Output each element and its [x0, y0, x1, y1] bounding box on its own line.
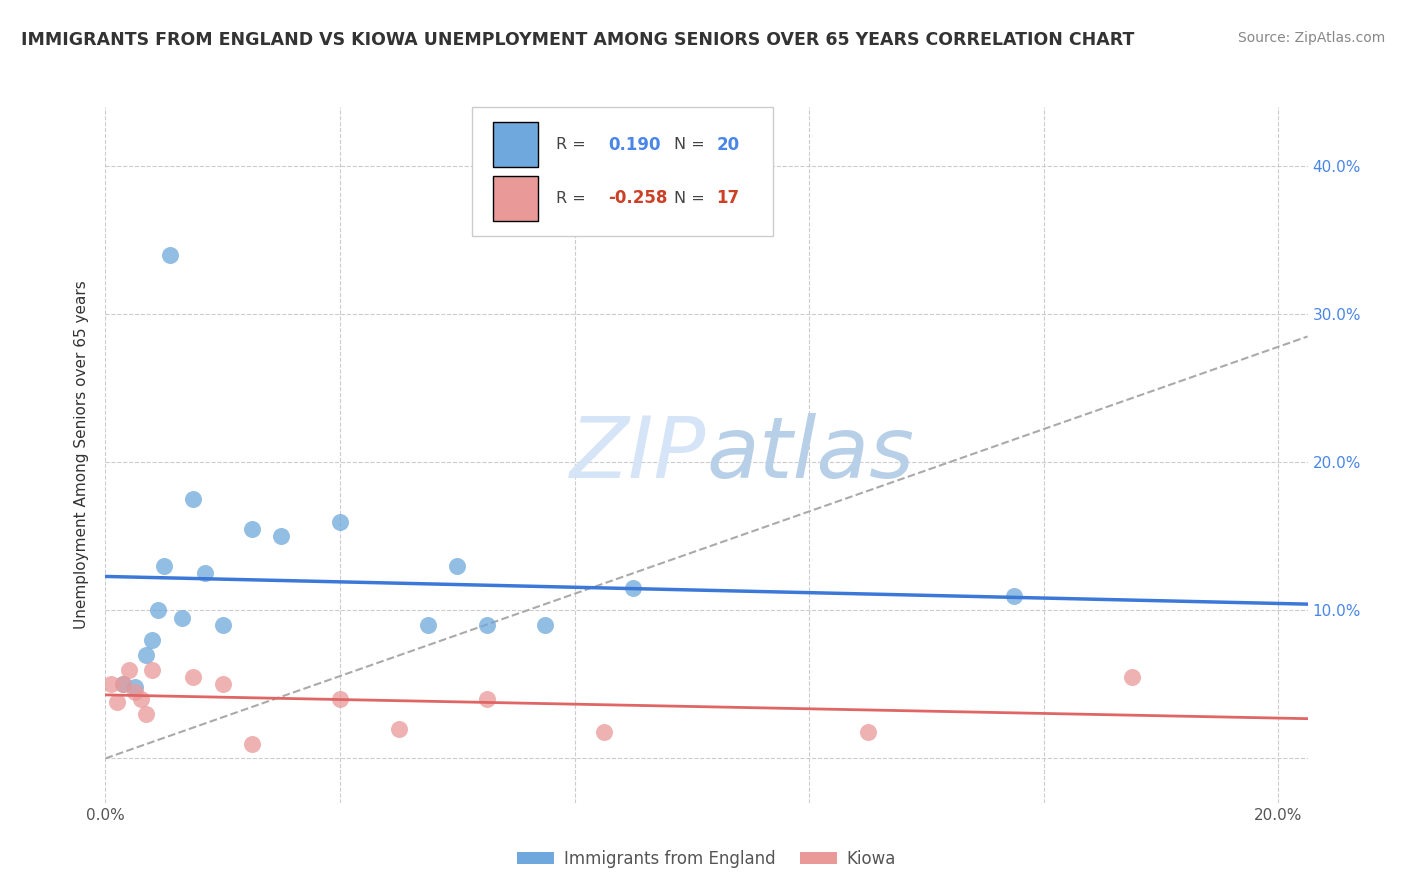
- Point: [534, 618, 557, 632]
- Point: [112, 677, 135, 691]
- Point: [118, 663, 141, 677]
- Point: [1121, 670, 1143, 684]
- Text: -0.258: -0.258: [607, 189, 668, 207]
- Point: [1002, 589, 1025, 603]
- Point: [270, 529, 292, 543]
- Point: [129, 692, 152, 706]
- Point: [416, 618, 439, 632]
- Text: Source: ZipAtlas.com: Source: ZipAtlas.com: [1237, 31, 1385, 45]
- FancyBboxPatch shape: [472, 107, 773, 235]
- Point: [593, 724, 616, 739]
- Text: 17: 17: [716, 189, 740, 207]
- Point: [388, 722, 411, 736]
- Legend: Immigrants from England, Kiowa: Immigrants from England, Kiowa: [510, 843, 903, 874]
- FancyBboxPatch shape: [492, 176, 538, 221]
- Point: [141, 632, 163, 647]
- Point: [446, 558, 468, 573]
- Point: [183, 670, 205, 684]
- Point: [159, 248, 181, 262]
- Point: [153, 558, 176, 573]
- Point: [105, 695, 128, 709]
- Text: ZIP: ZIP: [571, 413, 707, 497]
- Text: 0.190: 0.190: [607, 136, 661, 153]
- Point: [475, 692, 498, 706]
- Point: [240, 522, 263, 536]
- Point: [211, 618, 233, 632]
- Point: [856, 724, 879, 739]
- Point: [183, 492, 205, 507]
- Point: [621, 581, 644, 595]
- Y-axis label: Unemployment Among Seniors over 65 years: Unemployment Among Seniors over 65 years: [75, 281, 90, 629]
- Point: [148, 603, 170, 617]
- Point: [329, 692, 352, 706]
- Point: [170, 611, 193, 625]
- Point: [141, 663, 163, 677]
- Point: [135, 706, 157, 721]
- Point: [112, 677, 135, 691]
- Point: [194, 566, 217, 581]
- Text: R =: R =: [557, 191, 591, 206]
- Text: N =: N =: [673, 137, 710, 153]
- Point: [475, 618, 498, 632]
- Point: [240, 737, 263, 751]
- Point: [211, 677, 233, 691]
- FancyBboxPatch shape: [492, 122, 538, 167]
- Text: IMMIGRANTS FROM ENGLAND VS KIOWA UNEMPLOYMENT AMONG SENIORS OVER 65 YEARS CORREL: IMMIGRANTS FROM ENGLAND VS KIOWA UNEMPLO…: [21, 31, 1135, 49]
- Text: atlas: atlas: [707, 413, 914, 497]
- Text: N =: N =: [673, 191, 710, 206]
- Point: [329, 515, 352, 529]
- Text: R =: R =: [557, 137, 591, 153]
- Point: [124, 681, 146, 695]
- Text: 20: 20: [716, 136, 740, 153]
- Point: [100, 677, 122, 691]
- Point: [124, 685, 146, 699]
- Point: [135, 648, 157, 662]
